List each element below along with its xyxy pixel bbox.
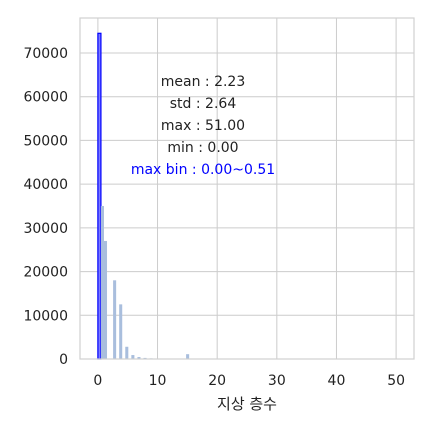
y-tick-label: 30000 (23, 221, 68, 237)
x-axis-label: 지상 층수 (217, 395, 277, 413)
stat-min: min : 0.00 (167, 140, 238, 156)
histogram-bar (186, 354, 190, 359)
x-tick-label: 0 (93, 373, 102, 389)
histogram-bar (119, 304, 123, 359)
x-tick-label: 40 (328, 373, 346, 389)
max-bin-bar (97, 32, 102, 360)
histogram-bar (137, 357, 141, 359)
y-tick-label: 0 (59, 352, 68, 368)
y-tick-label: 50000 (23, 133, 68, 149)
plot-frame (79, 17, 415, 360)
x-tick-label: 50 (387, 373, 405, 389)
stat-max-bin: max bin : 0.00~0.51 (131, 162, 275, 178)
stat-max: max : 51.00 (161, 118, 245, 134)
histogram-bar (103, 240, 108, 359)
stat-mean: mean : 2.23 (161, 74, 246, 90)
histogram-bar (100, 205, 104, 359)
y-tick-label: 10000 (23, 308, 68, 324)
x-tick-label: 30 (268, 373, 286, 389)
histogram-bar (125, 346, 129, 359)
x-tick-labels: 0 10 20 30 40 50 (93, 373, 405, 389)
y-tick-label: 70000 (23, 46, 68, 62)
plot-background (80, 18, 414, 359)
histogram-bar (113, 280, 117, 359)
y-tick-label: 20000 (23, 265, 68, 281)
stats-annotation: mean : 2.23 std : 2.64 max : 51.00 min : 0.… (131, 74, 275, 178)
y-tick-label: 60000 (23, 90, 68, 106)
y-tick-labels: 0 10000 20000 30000 40000 50000 60000 70000 (23, 46, 68, 368)
histogram-bar (131, 355, 135, 359)
stat-std: std : 2.64 (170, 96, 237, 112)
y-tick-label: 40000 (23, 177, 68, 193)
grid-lines (80, 18, 414, 360)
x-tick-label: 20 (208, 373, 226, 389)
x-tick-label: 10 (149, 373, 167, 389)
